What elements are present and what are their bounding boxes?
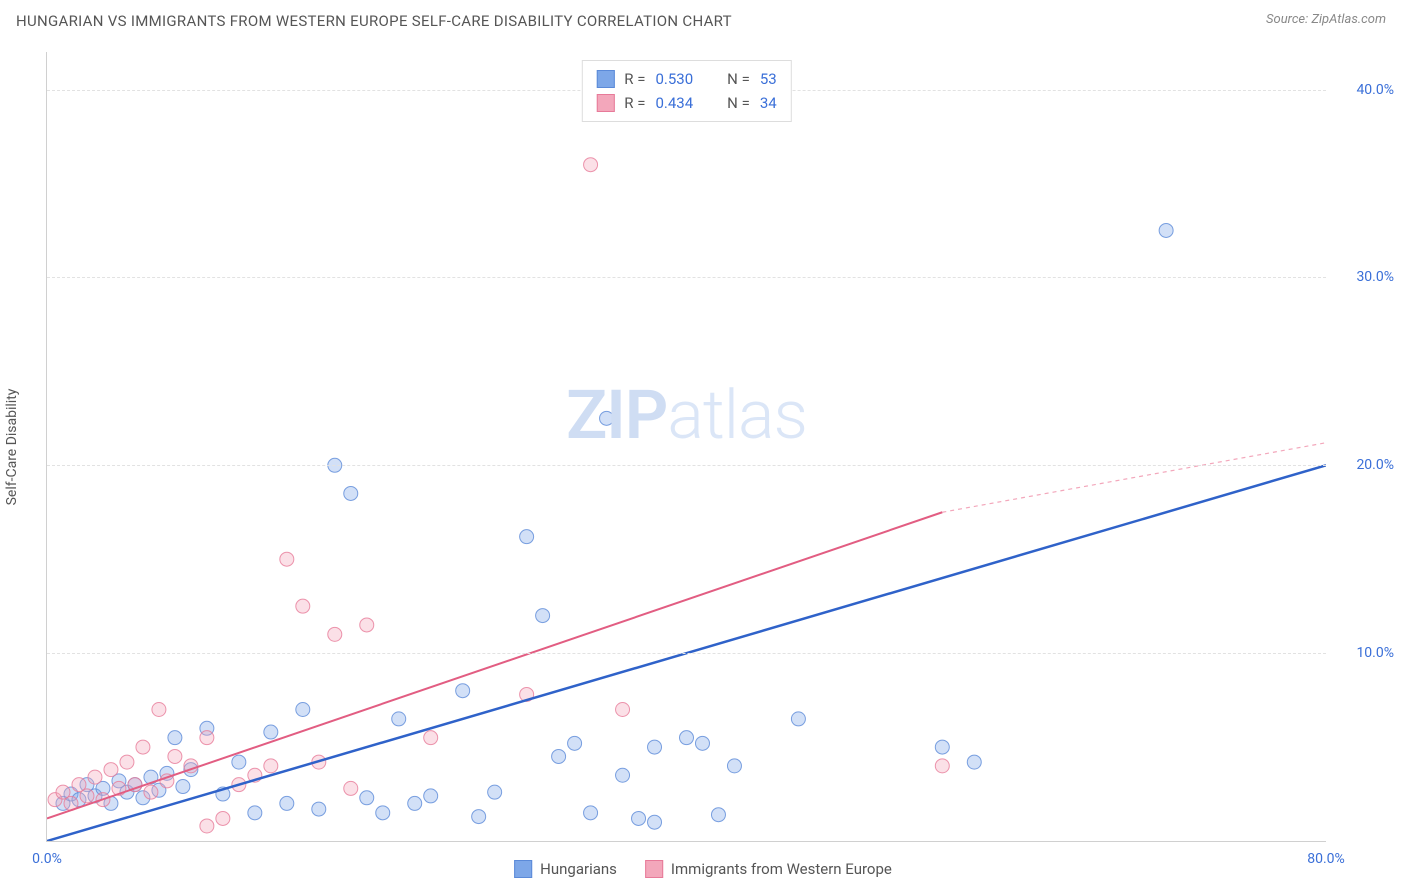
r-label: R = — [624, 91, 645, 115]
data-point — [280, 552, 294, 566]
data-point — [200, 731, 214, 745]
gridline — [47, 465, 1326, 466]
legend-swatch — [514, 860, 532, 878]
y-axis-label: Self-Care Disability — [4, 389, 20, 506]
legend-label: Hungarians — [540, 860, 617, 878]
data-point — [344, 781, 358, 795]
n-value: 34 — [760, 91, 777, 115]
page-title: HUNGARIAN VS IMMIGRANTS FROM WESTERN EUR… — [16, 12, 732, 30]
plot-svg — [47, 52, 1326, 841]
data-point — [1159, 223, 1173, 237]
plot-area: ZIPatlas R = 0.530N = 53R = 0.434N = 34 … — [46, 52, 1326, 842]
data-point — [424, 731, 438, 745]
data-point — [584, 806, 598, 820]
series-legend: Hungarians Immigrants from Western Europe — [514, 860, 892, 878]
legend-swatch — [645, 860, 663, 878]
legend-swatch — [596, 70, 614, 88]
data-point — [144, 785, 158, 799]
n-label: N = — [727, 91, 750, 115]
data-point — [232, 755, 246, 769]
data-point — [424, 789, 438, 803]
data-point — [328, 627, 342, 641]
data-point — [584, 158, 598, 172]
data-point — [935, 740, 949, 754]
legend-item: Hungarians — [514, 860, 617, 878]
y-tick-label: 40.0% — [1334, 82, 1394, 98]
y-tick-label: 20.0% — [1334, 457, 1394, 473]
n-label: N = — [727, 67, 750, 91]
data-point — [552, 749, 566, 763]
data-point — [80, 789, 94, 803]
data-point — [648, 740, 662, 754]
data-point — [296, 703, 310, 717]
data-point — [408, 796, 422, 810]
data-point — [727, 759, 741, 773]
correlation-legend: R = 0.530 N = 53 R = 0.434 N = 34 — [581, 60, 791, 122]
data-point — [344, 486, 358, 500]
data-point — [168, 749, 182, 763]
data-point — [168, 731, 182, 745]
data-point — [296, 599, 310, 613]
data-point — [695, 736, 709, 750]
data-point — [472, 810, 486, 824]
data-point — [632, 811, 646, 825]
legend-label: Immigrants from Western Europe — [671, 860, 892, 878]
data-point — [376, 806, 390, 820]
x-tick-label: 0.0% — [32, 851, 62, 867]
data-point — [312, 802, 326, 816]
legend-swatch — [596, 94, 614, 112]
data-point — [616, 768, 630, 782]
data-point — [456, 684, 470, 698]
r-value: 0.530 — [655, 67, 693, 91]
data-point — [88, 770, 102, 784]
data-point — [680, 731, 694, 745]
legend-row: R = 0.434 N = 34 — [596, 91, 776, 115]
data-point — [360, 618, 374, 632]
data-point — [136, 740, 150, 754]
data-point — [568, 736, 582, 750]
data-point — [711, 808, 725, 822]
trend-line — [942, 443, 1326, 513]
data-point — [648, 815, 662, 829]
trend-line — [47, 512, 942, 818]
data-point — [280, 796, 294, 810]
x-tick-label: 80.0% — [1307, 851, 1345, 867]
data-point — [120, 755, 134, 769]
data-point — [488, 785, 502, 799]
data-point — [200, 819, 214, 833]
data-point — [967, 755, 981, 769]
r-label: R = — [624, 67, 645, 91]
data-point — [264, 725, 278, 739]
legend-row: R = 0.530 N = 53 — [596, 67, 776, 91]
scatter-chart: Self-Care Disability ZIPatlas R = 0.530N… — [46, 52, 1326, 842]
gridline — [47, 653, 1326, 654]
data-point — [392, 712, 406, 726]
gridline — [47, 277, 1326, 278]
data-point — [360, 791, 374, 805]
data-point — [248, 806, 262, 820]
y-tick-label: 10.0% — [1334, 645, 1394, 661]
data-point — [536, 609, 550, 623]
data-point — [152, 703, 166, 717]
data-point — [520, 530, 534, 544]
y-tick-label: 30.0% — [1334, 269, 1394, 285]
source-attribution: Source: ZipAtlas.com — [1266, 12, 1386, 27]
data-point — [216, 811, 230, 825]
data-point — [104, 763, 118, 777]
legend-item: Immigrants from Western Europe — [645, 860, 892, 878]
data-point — [600, 411, 614, 425]
r-value: 0.434 — [655, 91, 693, 115]
data-point — [935, 759, 949, 773]
n-value: 53 — [760, 67, 777, 91]
data-point — [616, 703, 630, 717]
data-point — [791, 712, 805, 726]
data-point — [176, 780, 190, 794]
data-point — [264, 759, 278, 773]
